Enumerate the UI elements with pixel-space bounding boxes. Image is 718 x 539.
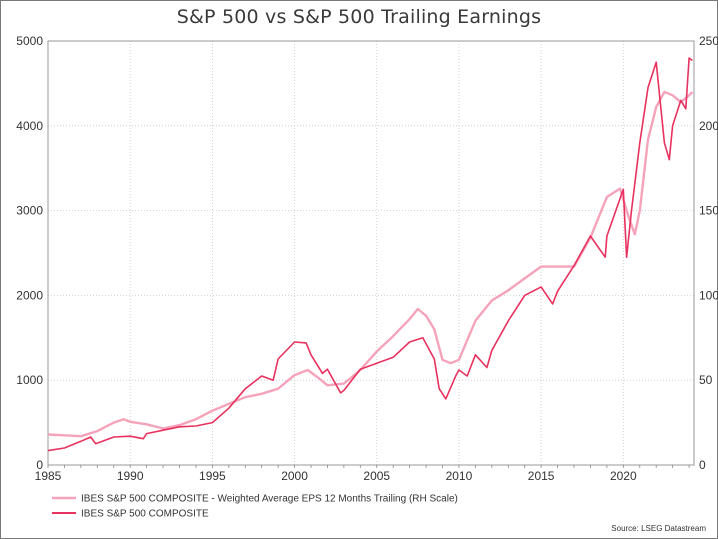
x-tick-label: 2015 (528, 469, 555, 483)
y-left-tick-label: 4000 (16, 119, 43, 133)
x-tick-label: 2000 (281, 469, 308, 483)
x-tick-label: 2020 (610, 469, 637, 483)
y-left-tick-label: 5000 (16, 34, 43, 48)
series-lines (47, 57, 694, 452)
x-tick-label: 2005 (363, 469, 390, 483)
y-left-tick-label: 2000 (16, 288, 43, 302)
y-right-tick-label: 100 (699, 288, 718, 302)
x-tick-label: 2010 (446, 469, 473, 483)
axis-ticks: 0 1000 2000 3000 4000 5000 0 50 100 150 200 250 1985… (16, 34, 718, 483)
x-tick-label: 1995 (199, 469, 226, 483)
series-line-index (47, 57, 693, 452)
legend-label-index: IBES S&P 500 COMPOSITE (81, 509, 209, 520)
y-right-tick-label: 50 (699, 373, 713, 387)
x-tick-label: 1985 (35, 469, 62, 483)
legend-label-eps: IBES S&P 500 COMPOSITE - Weighted Averag… (81, 494, 458, 505)
y-left-tick-label: 3000 (16, 204, 43, 218)
y-right-tick-label: 200 (699, 119, 718, 133)
grid (48, 41, 694, 465)
source-note: Source: LSEG Datastream (611, 524, 706, 533)
y-right-tick-label: 250 (699, 34, 718, 48)
legend: IBES S&P 500 COMPOSITE - Weighted Averag… (52, 494, 458, 520)
plot-area-border (47, 40, 695, 466)
y-left-tick-label: 1000 (16, 373, 43, 387)
chart-title: S&P 500 vs S&P 500 Trailing Earnings (176, 6, 542, 28)
series-line-eps (47, 90, 694, 438)
y-right-tick-label: 0 (699, 458, 706, 472)
x-tick-label: 1990 (117, 469, 144, 483)
y-left-tick-label: 0 (36, 458, 43, 472)
y-right-tick-label: 150 (699, 204, 718, 218)
